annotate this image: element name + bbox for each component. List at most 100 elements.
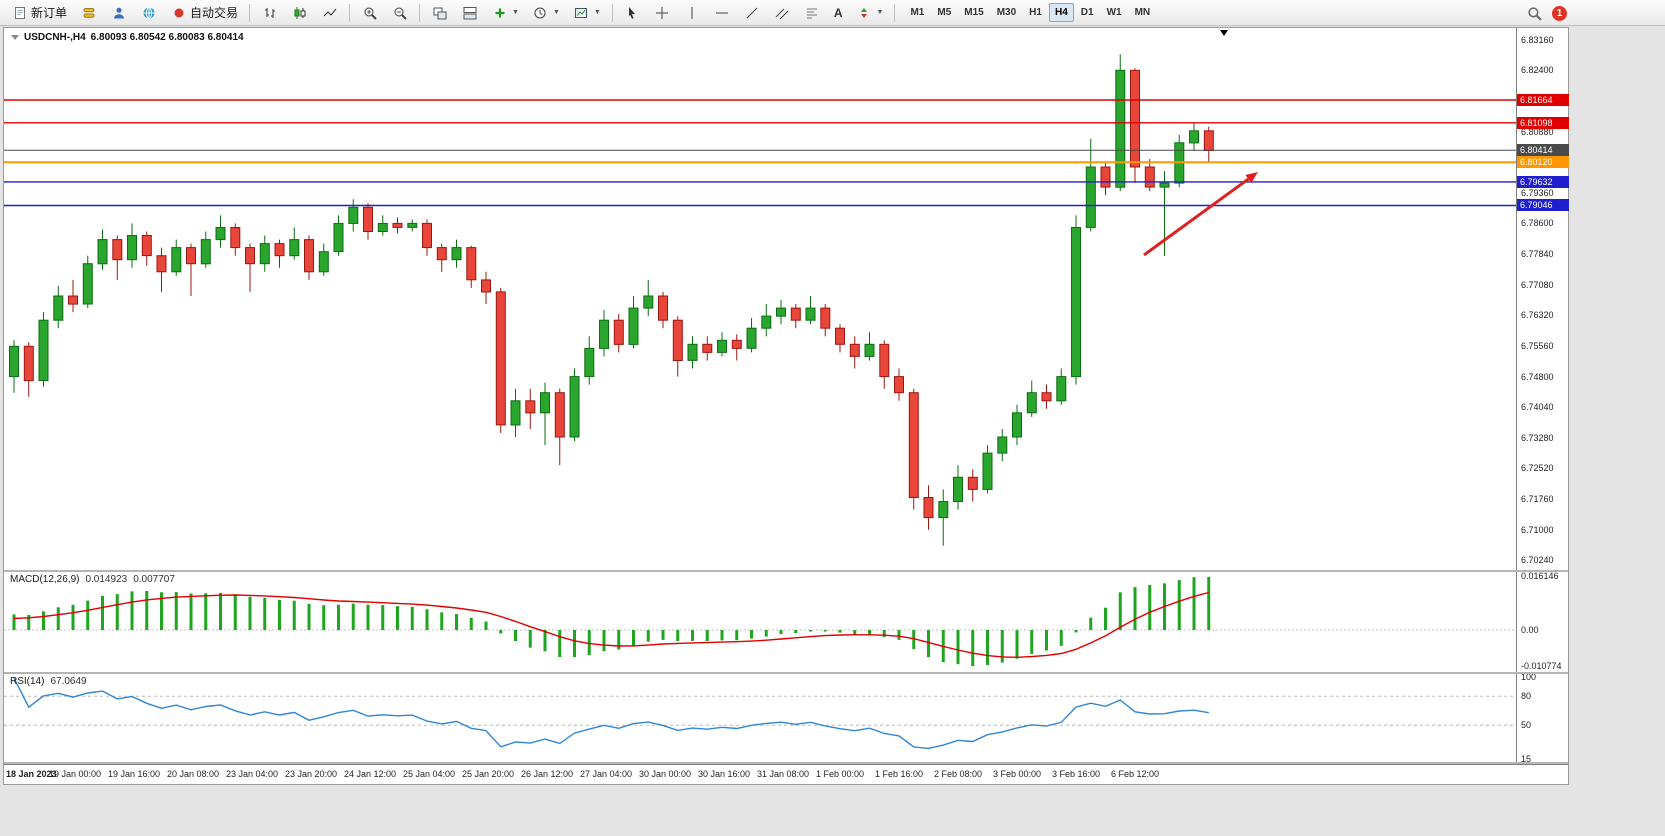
horizontal-line-tool-button[interactable] xyxy=(708,2,737,24)
price-level-label[interactable]: 6.79632 xyxy=(1517,175,1569,188)
price-level-label[interactable]: 6.80414 xyxy=(1517,144,1569,157)
main-price-chart[interactable] xyxy=(4,28,1516,570)
cursor-icon xyxy=(624,4,641,21)
text-tool-button[interactable]: A xyxy=(828,2,849,24)
vertical-line-icon xyxy=(684,4,701,21)
candle-body xyxy=(510,400,521,426)
candle-body xyxy=(186,247,196,265)
fibonacci-tool-button[interactable] xyxy=(798,2,827,24)
candle-body xyxy=(481,279,491,293)
candle-body xyxy=(1012,412,1022,438)
candle-body xyxy=(53,295,64,321)
candle-body xyxy=(672,319,683,362)
timeframe-button-M5[interactable]: M5 xyxy=(937,7,952,18)
timeframe-button-D1[interactable]: D1 xyxy=(1080,7,1094,18)
candles-layer xyxy=(9,54,1214,546)
notification-badge[interactable]: 1 xyxy=(1552,5,1567,21)
price-tick-label: 6.77840 xyxy=(1521,249,1554,260)
timeframe-button-M1[interactable]: M1 xyxy=(910,7,925,18)
panel-separator[interactable] xyxy=(4,570,1568,572)
candlestick-mode-button[interactable] xyxy=(285,2,314,24)
candle-body xyxy=(392,222,403,228)
cursor-tool-button[interactable] xyxy=(618,2,647,24)
line-chart-mode-button[interactable] xyxy=(315,2,344,24)
price-tick-label: 6.72520 xyxy=(1521,463,1554,474)
clock-icon xyxy=(532,4,549,21)
candle-body xyxy=(584,347,595,378)
arrows-tool-button[interactable]: ▼ xyxy=(850,2,890,24)
panel-separator[interactable] xyxy=(4,672,1568,674)
price-tick-label: 6.79360 xyxy=(1521,187,1554,198)
vertical-line-tool-button[interactable] xyxy=(678,2,707,24)
community-button[interactable] xyxy=(104,2,133,24)
price-level-label[interactable]: 6.81098 xyxy=(1517,116,1569,129)
candle-body xyxy=(97,239,108,265)
channel-tool-button[interactable] xyxy=(768,2,797,24)
candle-body xyxy=(746,327,757,349)
fibonacci-icon xyxy=(804,4,821,21)
web-terminal-button[interactable] xyxy=(134,2,163,24)
template-button[interactable]: ▼ xyxy=(567,2,607,24)
macd-scale-label: -0.010774 xyxy=(1521,661,1562,671)
new-order-button[interactable]: 新订单 xyxy=(5,2,73,24)
timeframe-button-H1[interactable]: H1 xyxy=(1029,7,1042,18)
time-axis-label: 27 Jan 04:00 xyxy=(580,769,633,779)
toolbar-separator xyxy=(249,3,251,22)
timeframe-button-H4[interactable]: H4 xyxy=(1048,3,1074,22)
candle-body xyxy=(938,501,949,519)
bar-chart-mode-button[interactable] xyxy=(255,2,284,24)
tile-windows-button[interactable] xyxy=(425,2,454,24)
candle-body xyxy=(274,243,285,257)
time-axis[interactable]: 18 Jan 2023 19 Jan 00:00 19 Jan 16:00 20 Ja… xyxy=(4,764,1568,784)
candle-body xyxy=(377,222,388,232)
trend-arrow-annotation[interactable] xyxy=(1143,172,1258,257)
candle-body xyxy=(407,222,418,228)
crosshair-tool-button[interactable] xyxy=(648,2,677,24)
market-depth-button[interactable] xyxy=(74,2,103,24)
price-level-label[interactable]: 6.80120 xyxy=(1517,156,1569,169)
timeframe-button-MN[interactable]: MN xyxy=(1134,7,1151,18)
auto-trading-button[interactable]: 自动交易 xyxy=(164,2,244,24)
candle-body xyxy=(658,295,668,321)
search-icon[interactable] xyxy=(1526,5,1543,22)
trendline-icon xyxy=(744,4,761,21)
price-tick-label: 6.74800 xyxy=(1521,371,1554,382)
cascade-windows-button[interactable] xyxy=(455,2,484,24)
zoom-out-button[interactable] xyxy=(385,2,414,24)
panel-separator[interactable] xyxy=(4,762,1568,764)
price-tick-label: 6.73280 xyxy=(1521,432,1554,443)
candle-body xyxy=(495,291,506,426)
candlestick-icon xyxy=(291,4,308,21)
rsi-value: 67.0649 xyxy=(50,676,87,687)
price-scale[interactable]: 6.83160 6.82400 6.80880 6.79360 6.78600 6.778… xyxy=(1516,28,1569,764)
zoom-in-button[interactable] xyxy=(355,2,384,24)
timeframe-button-W1[interactable]: W1 xyxy=(1106,7,1122,18)
rsi-panel[interactable] xyxy=(4,674,1516,762)
candle-body xyxy=(717,339,727,353)
time-axis-label: 19 Jan 16:00 xyxy=(108,769,161,779)
candle-body xyxy=(333,222,344,253)
chevron-down-icon: ▼ xyxy=(552,9,560,16)
candle-body xyxy=(289,239,300,257)
price-level-label[interactable]: 6.81664 xyxy=(1517,93,1569,106)
candle-body xyxy=(554,392,565,438)
time-axis-label: 24 Jan 12:00 xyxy=(344,769,397,779)
candle-body xyxy=(348,206,359,224)
candle-body xyxy=(687,343,698,361)
macd-panel[interactable] xyxy=(4,572,1516,672)
candle-body xyxy=(141,235,152,257)
trendline-tool-button[interactable] xyxy=(738,2,767,24)
collapse-chart-icon[interactable] xyxy=(11,35,19,40)
time-axis-label: 3 Feb 16:00 xyxy=(1052,769,1101,779)
price-level-label[interactable]: 6.79046 xyxy=(1517,199,1569,212)
macd-scale-label: 0.016146 xyxy=(1521,571,1559,581)
period-button[interactable]: ▼ xyxy=(526,2,566,24)
chart-shift-marker[interactable] xyxy=(1220,30,1228,36)
price-tick-label: 6.77080 xyxy=(1521,279,1554,290)
timeframe-button-M15[interactable]: M15 xyxy=(964,7,984,18)
timeframe-button-M30[interactable]: M30 xyxy=(996,7,1017,18)
candle-body xyxy=(466,247,477,281)
arrows-icon xyxy=(856,4,873,21)
add-indicator-button[interactable]: ▼ xyxy=(485,2,525,24)
cascade-windows-icon xyxy=(461,4,478,21)
